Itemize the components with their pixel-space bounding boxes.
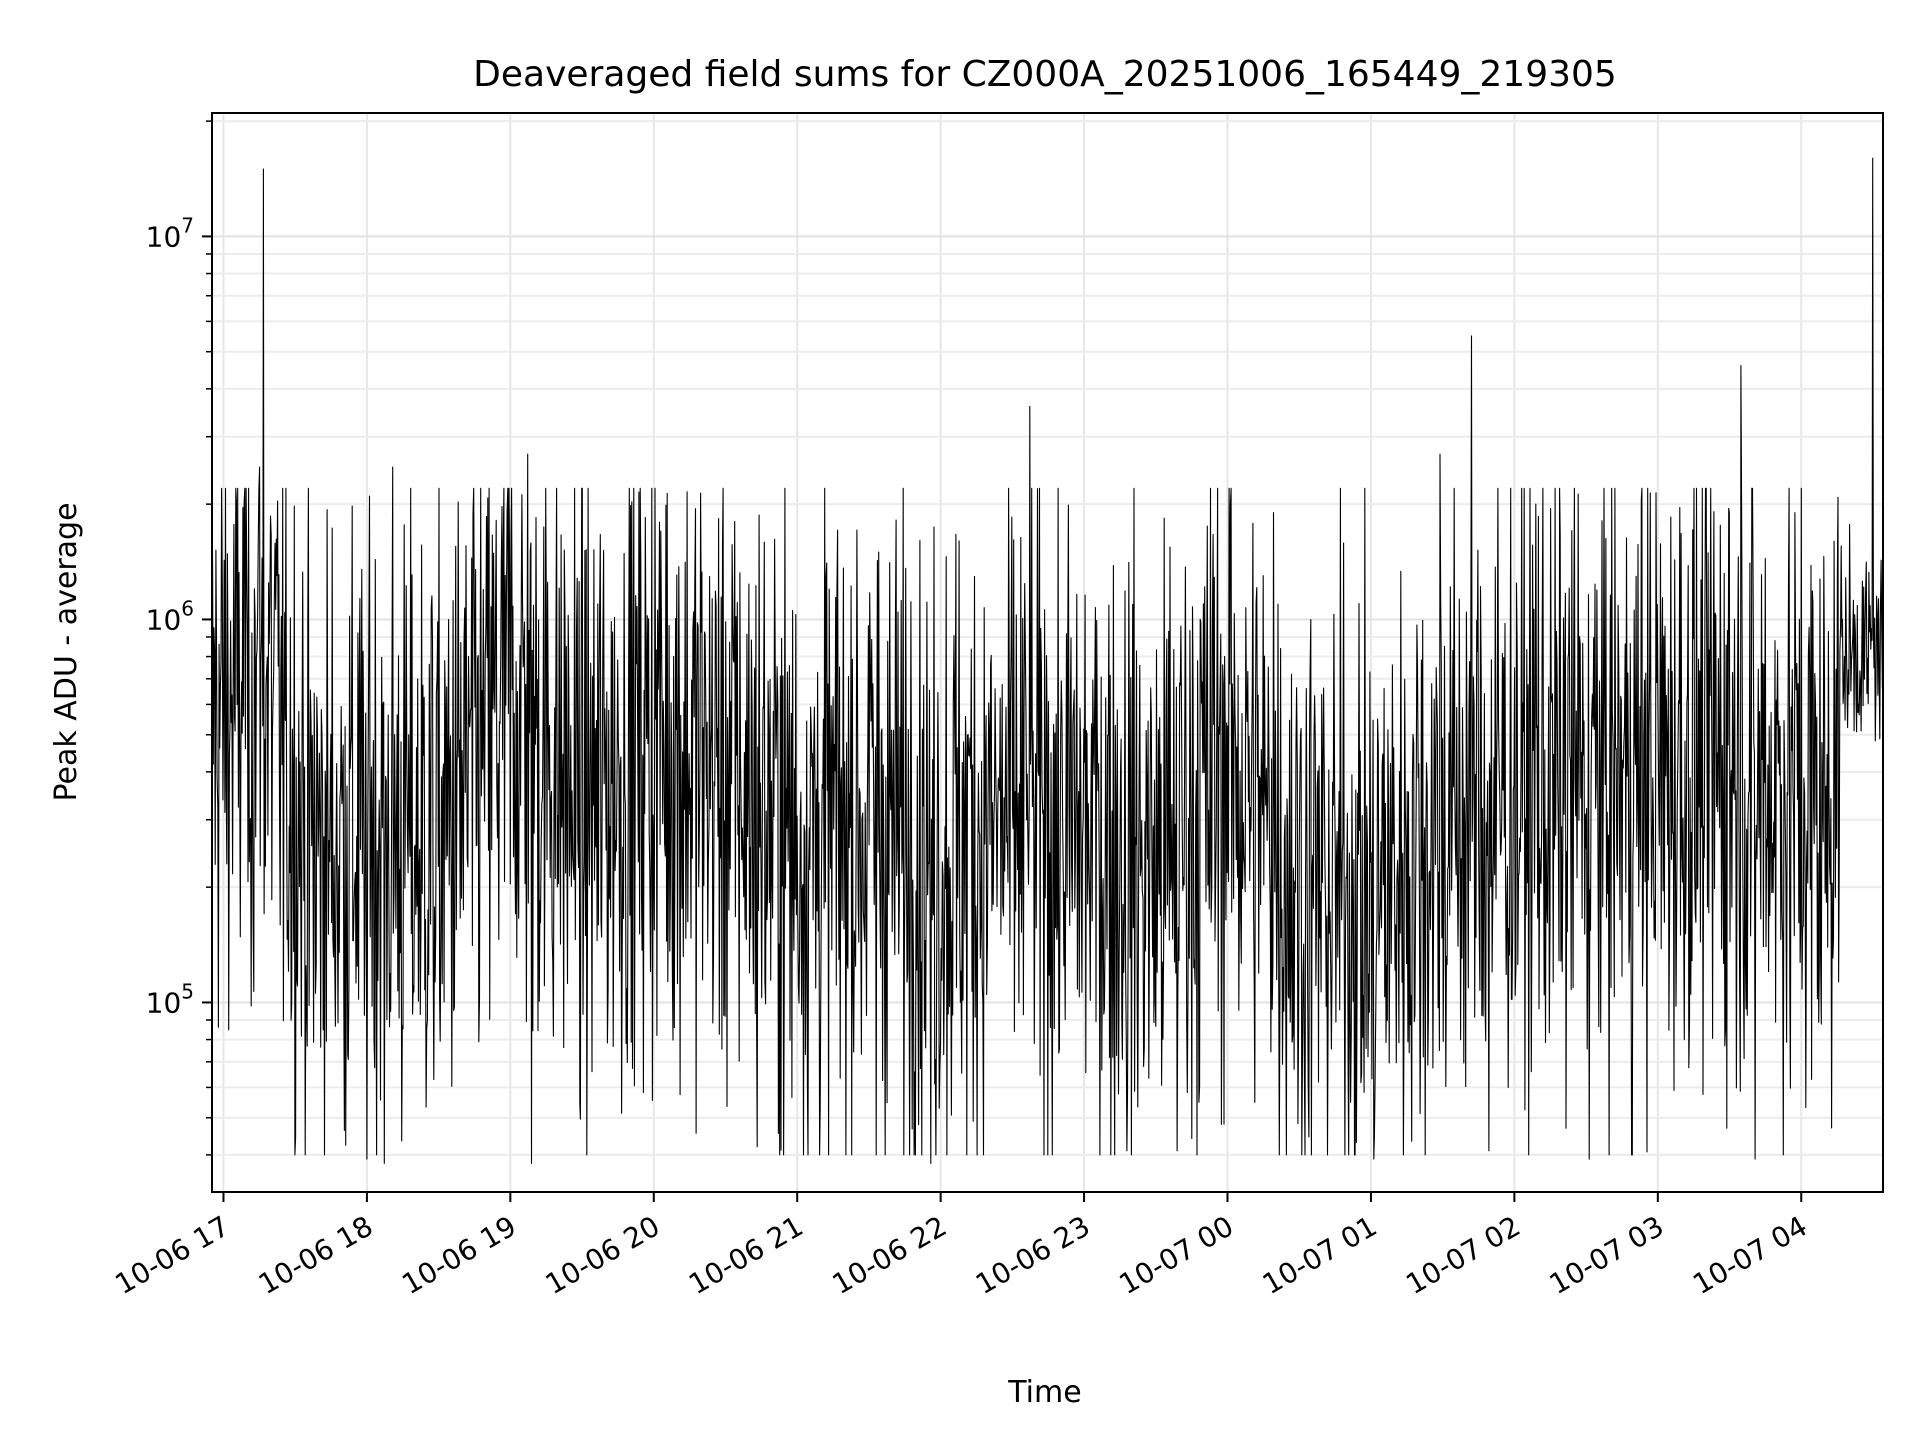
y-tick-label: 105 — [146, 979, 194, 1019]
y-tick-base: 10 — [146, 603, 182, 636]
y-axis-label: Peak ADU - average — [49, 502, 84, 801]
x-axis-label: Time — [1007, 1375, 1081, 1410]
y-tick-exponent: 5 — [181, 979, 194, 1003]
y-tick-label: 107 — [146, 213, 194, 253]
plot-area — [211, 112, 1884, 1193]
data-line-peak-adu — [211, 157, 1884, 1164]
plot-frame — [211, 112, 1884, 1193]
y-tick-base: 10 — [146, 986, 182, 1019]
y-tick-exponent: 6 — [181, 596, 194, 620]
chart-title: Deaveraged field sums for CZ000A_2025100… — [473, 54, 1617, 95]
y-tick-label: 106 — [146, 596, 194, 636]
data-series — [211, 157, 1884, 1164]
y-tick-base: 10 — [146, 220, 182, 253]
y-tick-exponent: 7 — [181, 213, 194, 237]
